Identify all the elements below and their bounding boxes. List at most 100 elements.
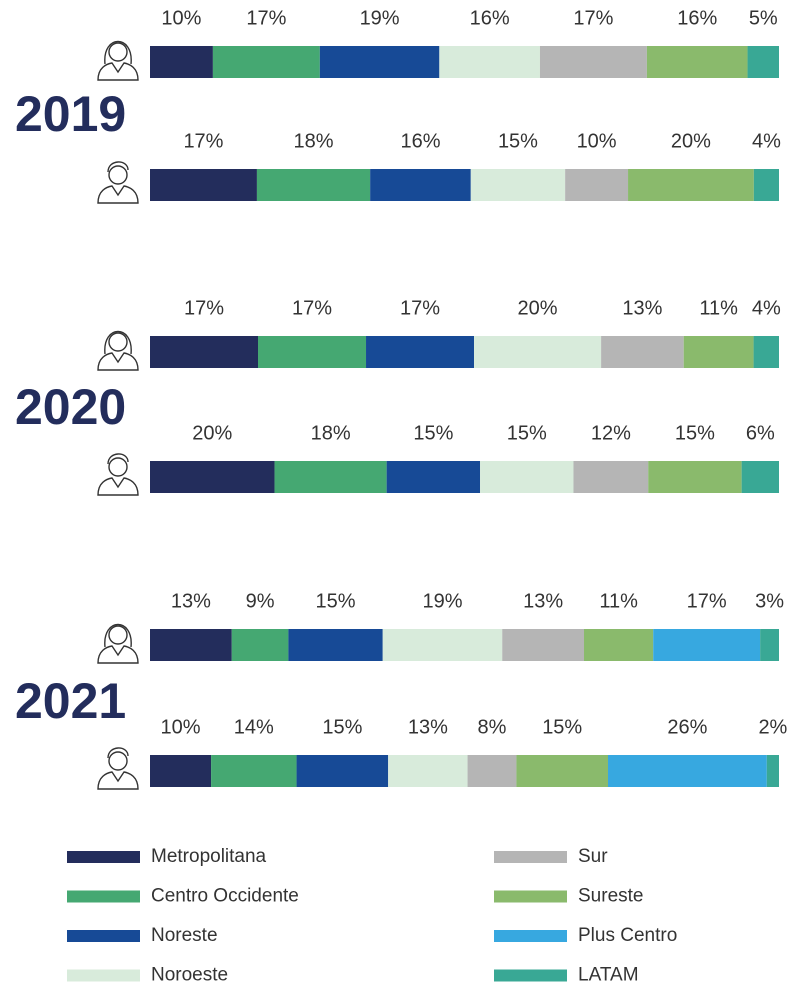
value-label: 13%: [408, 716, 448, 738]
legend-label: Plus Centro: [578, 925, 677, 946]
bar-segment: [150, 755, 212, 787]
man-icon: [97, 453, 139, 496]
value-label: 15%: [507, 422, 547, 444]
bar-segment: [370, 169, 471, 201]
value-label: 15%: [542, 716, 582, 738]
legend-swatch: [494, 930, 567, 942]
value-label: 19%: [422, 590, 462, 612]
value-label: 17%: [183, 130, 223, 152]
year-label: 2021: [15, 673, 126, 729]
bar-segment: [766, 755, 779, 787]
legend-swatch: [494, 969, 567, 982]
value-label: 4%: [752, 297, 781, 319]
bar-segment: [628, 169, 754, 201]
year-label: 2020: [15, 379, 126, 435]
value-label: 12%: [591, 422, 631, 444]
value-label: 13%: [171, 590, 211, 612]
bar-segment: [565, 169, 629, 201]
value-label: 19%: [360, 7, 400, 29]
legend-swatch: [494, 890, 567, 903]
bar-segment: [211, 755, 297, 787]
legend-label: Noreste: [151, 925, 218, 946]
bar-segment: [150, 169, 257, 201]
bar-segment: [653, 629, 761, 661]
value-label: 16%: [470, 7, 510, 29]
bar-segment: [753, 169, 779, 201]
year-label: 2019: [15, 86, 126, 142]
value-label: 16%: [400, 130, 440, 152]
value-label: 17%: [400, 297, 440, 319]
icon-body: [97, 62, 139, 81]
bar-segment: [474, 336, 602, 368]
bar-segment: [502, 629, 585, 661]
bar-segment: [150, 461, 275, 493]
bar-segment: [258, 336, 367, 368]
man-icon: [97, 747, 139, 790]
bar-segment: [439, 46, 540, 78]
value-label: 14%: [234, 716, 274, 738]
bar-segment: [319, 46, 440, 78]
value-label: 16%: [677, 7, 717, 29]
icon-hair: [104, 623, 132, 648]
bar-segment: [386, 461, 481, 493]
bar-segment: [747, 46, 779, 78]
bar-segment: [741, 461, 779, 493]
bar-segment: [212, 46, 320, 78]
value-label: 8%: [478, 716, 507, 738]
icon-body: [97, 645, 139, 664]
woman-icon: [97, 40, 139, 81]
value-label: 6%: [746, 422, 775, 444]
value-label: 10%: [161, 716, 201, 738]
value-label: 17%: [184, 297, 224, 319]
value-label: 20%: [518, 297, 558, 319]
bar-segment: [366, 336, 475, 368]
legend-label: LATAM: [578, 965, 639, 986]
value-label: 26%: [667, 716, 707, 738]
value-label: 13%: [622, 297, 662, 319]
icon-head: [108, 42, 128, 62]
man-icon: [97, 161, 139, 204]
bar-segment: [288, 629, 383, 661]
icon-hair: [107, 747, 129, 759]
value-label: 18%: [294, 130, 334, 152]
bar-segment: [388, 755, 468, 787]
icon-hair: [104, 330, 132, 355]
value-label: 15%: [498, 130, 538, 152]
legend-swatch: [67, 969, 140, 982]
bar-segment: [150, 336, 259, 368]
bar-segment: [573, 461, 649, 493]
icon-hair: [107, 453, 129, 465]
value-label: 15%: [413, 422, 453, 444]
woman-icon: [97, 330, 139, 371]
value-label: 5%: [749, 7, 778, 29]
legend-label: Noroeste: [151, 965, 228, 986]
value-label: 17%: [292, 297, 332, 319]
value-label: 20%: [192, 422, 232, 444]
icon-body: [97, 352, 139, 371]
value-label: 15%: [322, 716, 362, 738]
value-label: 4%: [752, 130, 781, 152]
bar-segment: [274, 461, 387, 493]
bar-segment: [150, 46, 213, 78]
legend-swatch: [67, 930, 140, 942]
icon-head: [108, 751, 128, 771]
value-label: 10%: [161, 7, 201, 29]
value-label: 18%: [311, 422, 351, 444]
bar-segment: [646, 46, 748, 78]
icon-head: [108, 332, 128, 352]
legend-swatch: [67, 851, 140, 863]
legend-label: Centro Occidente: [151, 886, 299, 907]
bar-segment: [584, 629, 654, 661]
value-label: 10%: [577, 130, 617, 152]
bar-segment: [150, 629, 232, 661]
legend-swatch: [494, 851, 567, 863]
icon-body: [97, 185, 139, 204]
legend-swatch: [67, 890, 140, 903]
bar-segment: [760, 629, 779, 661]
icon-head: [108, 165, 128, 185]
value-label: 11%: [699, 297, 738, 319]
value-label: 3%: [755, 590, 784, 612]
bar-segment: [539, 46, 647, 78]
value-label: 17%: [687, 590, 727, 612]
